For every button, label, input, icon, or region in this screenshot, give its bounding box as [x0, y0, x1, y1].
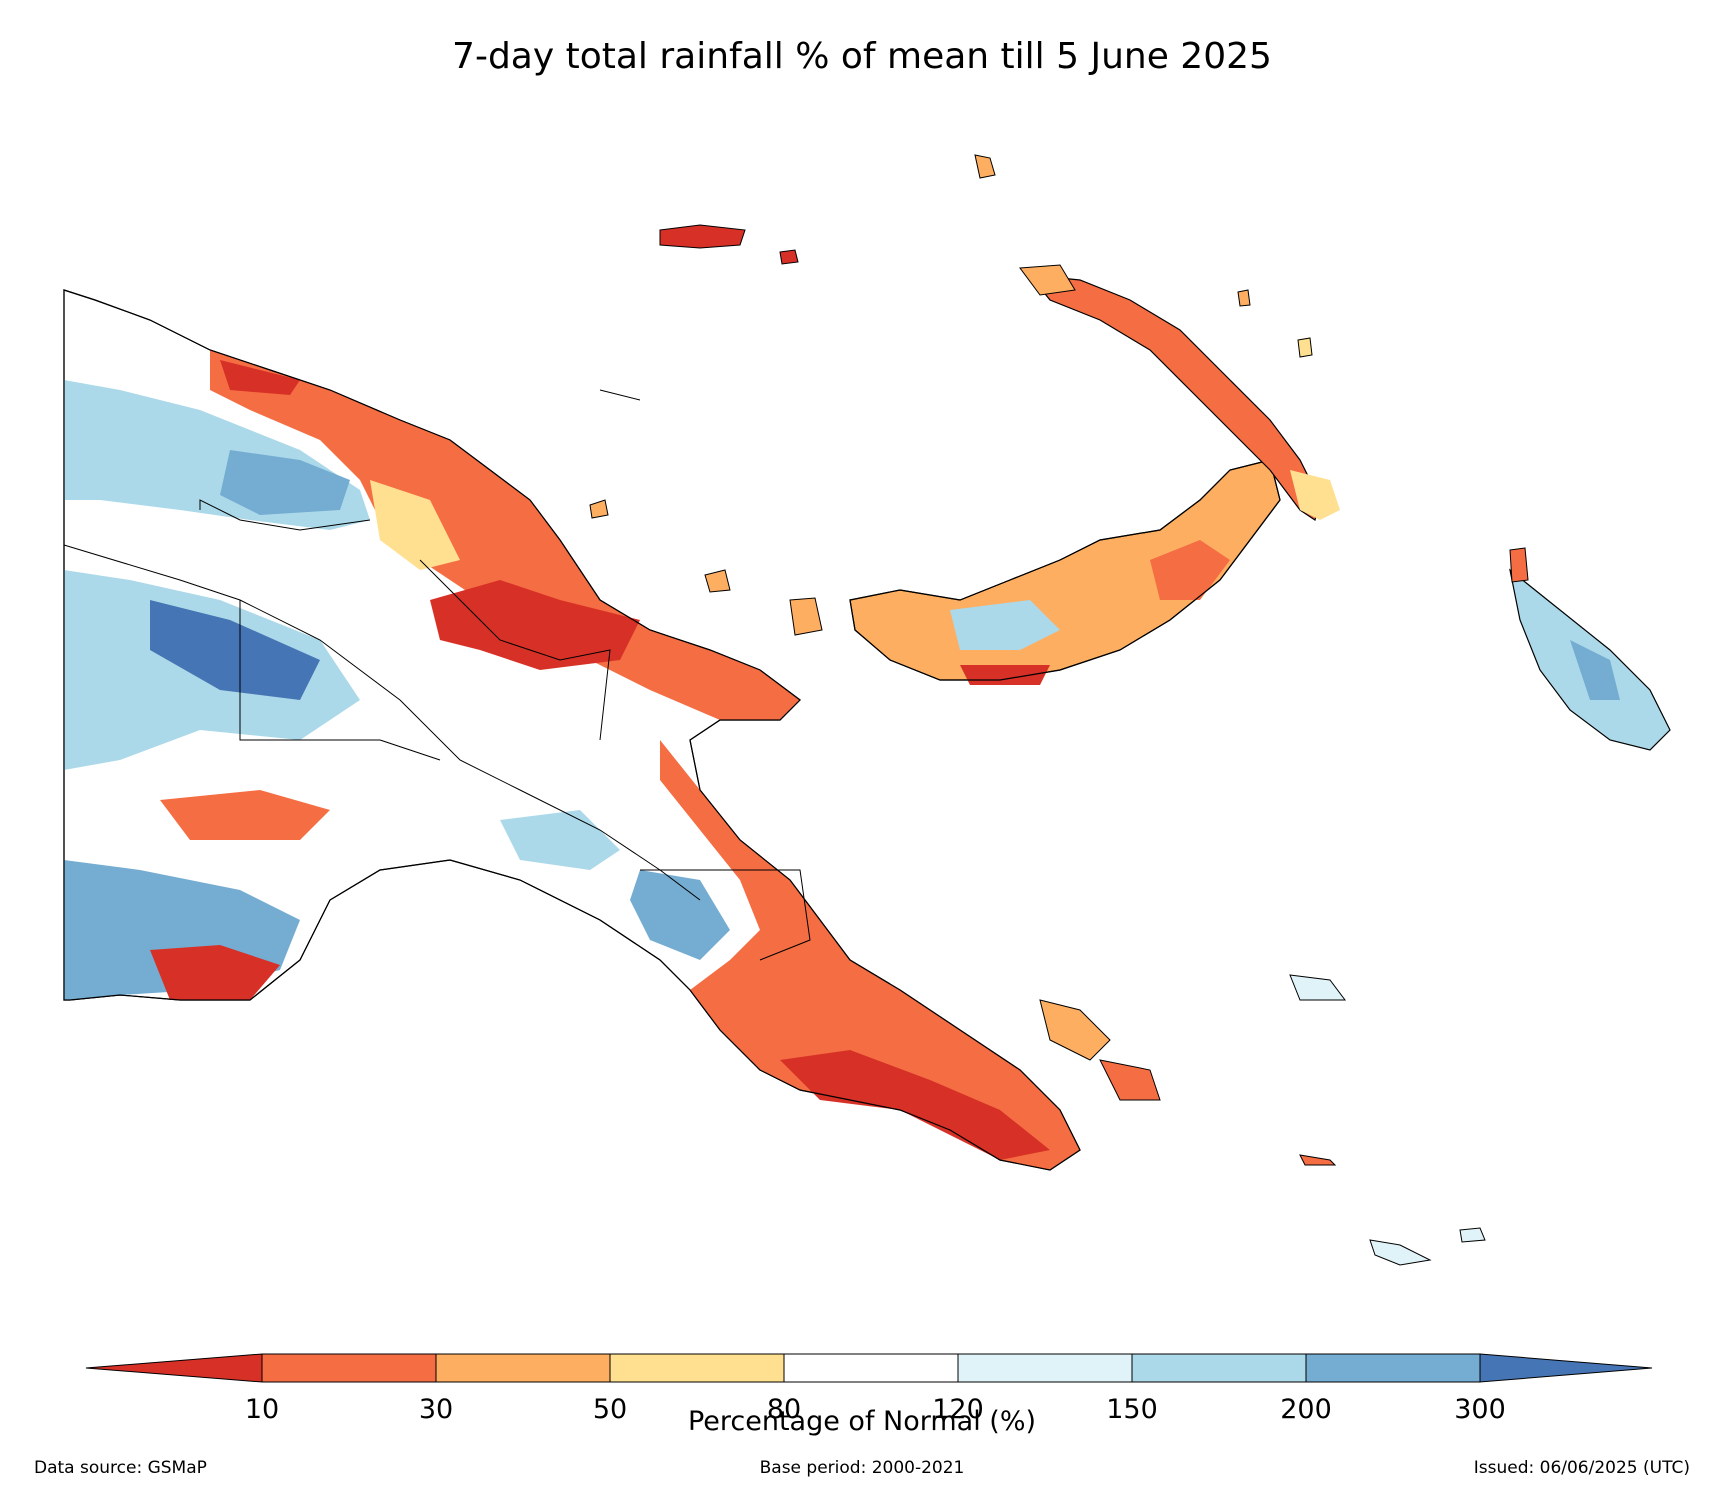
colorbar-segment-80-120: [783, 1353, 959, 1383]
colorbar-tick-120: 120: [932, 1394, 984, 1425]
colorbar-tick-80: 80: [767, 1394, 801, 1425]
base-period-note: Base period: 2000-2021: [759, 1458, 965, 1478]
colorbar-high-extend: [1479, 1353, 1653, 1383]
colorbar-segment-10-30: [261, 1353, 437, 1383]
new-britain-outline: [849, 459, 1281, 681]
west-blue-core: [220, 450, 350, 515]
mainland-outline: [63, 289, 1081, 1171]
central-blue: [630, 870, 730, 960]
misima-island: [1299, 1154, 1337, 1166]
map-title: 7-day total rainfall % of mean till 5 Ju…: [452, 36, 1272, 77]
highlands-yellow: [370, 480, 460, 570]
north-coast-red: [220, 360, 300, 395]
south-red-patch: [150, 945, 280, 1000]
rossel-tagula: [1369, 1239, 1432, 1266]
new-britain-blue: [950, 600, 1060, 650]
lihir-island: [1237, 289, 1251, 307]
colorbar-tick-150: 150: [1106, 1394, 1158, 1425]
data-source-note: Data source: GSMaP: [34, 1458, 207, 1478]
new-ireland-tip: [1290, 470, 1340, 520]
highlands-red: [430, 580, 640, 670]
karkar-island: [589, 499, 609, 519]
tabar-island: [1297, 337, 1313, 358]
north-coast-orange: [210, 350, 800, 720]
colorbar-title: Percentage of Normal (%): [687, 1406, 1037, 1437]
long-island: [704, 569, 731, 593]
colorbar-segment-150-200: [1131, 1353, 1307, 1383]
southwest-blue-core: [150, 600, 320, 700]
islands: [589, 154, 1529, 1266]
new-britain-red: [1150, 540, 1230, 600]
manus-island: [659, 224, 746, 249]
colorbar-segment-120-150: [957, 1353, 1133, 1383]
new-britain-south-red: [960, 665, 1050, 685]
new-britain: [849, 459, 1281, 685]
province-borders: [63, 389, 811, 961]
colorbar-tick-30: 30: [419, 1394, 453, 1425]
dentrecasteaux-islands: [1039, 999, 1111, 1061]
colorbar: 10 30 50 80 120 150 200 300: [85, 1353, 1653, 1425]
new-hanover: [1019, 264, 1076, 296]
colorbar-segment-30-50: [435, 1353, 611, 1383]
bougainville-core: [1570, 640, 1620, 700]
colorbar-low-extend: [85, 1353, 263, 1383]
buka-island: [1509, 547, 1529, 583]
dentrecasteaux-south: [1099, 1059, 1161, 1101]
umboi-island: [789, 597, 823, 636]
woodlark-island: [1289, 974, 1346, 1001]
new-ireland: [1028, 274, 1340, 521]
se-peninsula-red: [780, 1050, 1050, 1160]
colorbar-tick-50: 50: [593, 1394, 627, 1425]
bougainville: [1509, 568, 1671, 751]
se-peninsula-orange: [660, 740, 1080, 1170]
admiralty-small: [779, 249, 799, 265]
south-orange-band: [160, 790, 330, 840]
rossel-east: [1459, 1227, 1486, 1243]
new-ireland-base: [1028, 274, 1321, 521]
colorbar-segment-200-300: [1305, 1353, 1481, 1383]
issued-note: Issued: 06/06/2025 (UTC): [1473, 1458, 1690, 1478]
colorbar-segment-50-80: [609, 1353, 785, 1383]
mussau-island: [974, 154, 996, 179]
colorbar-tick-200: 200: [1280, 1394, 1332, 1425]
colorbar-tick-300: 300: [1454, 1394, 1506, 1425]
mainland-new-guinea: [63, 289, 1081, 1171]
colorbar-tick-10: 10: [245, 1394, 279, 1425]
